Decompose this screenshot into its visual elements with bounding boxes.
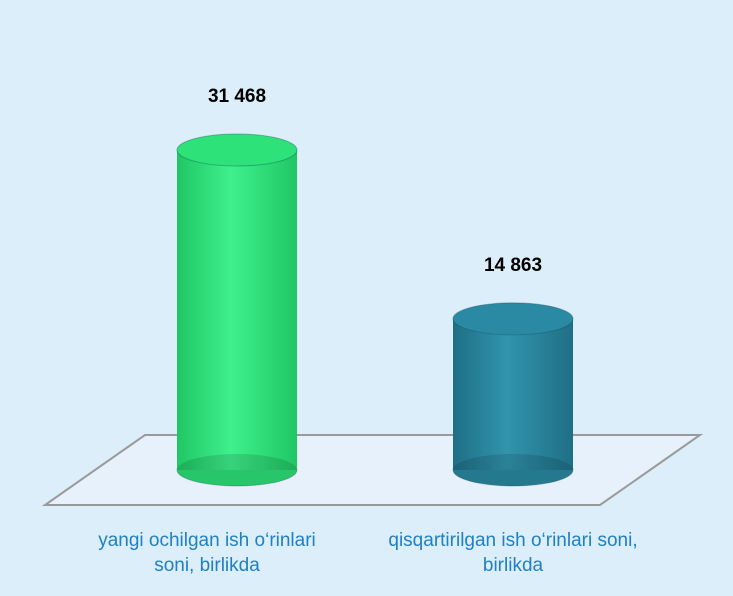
cylinder-top [176, 133, 298, 167]
cylinder-body [177, 150, 297, 470]
value-label: 14 863 [484, 255, 542, 276]
category-label: yangi ochilgan ish o‘rinlari soni, birli… [98, 530, 316, 576]
floor [41, 434, 704, 506]
cylinder-top [452, 302, 574, 336]
cylinder-base-shade [177, 454, 297, 486]
category-label: qisqartirilgan ish o‘rinlari soni, birli… [388, 530, 638, 576]
value-label: 31 468 [208, 86, 266, 107]
cylinder-body [453, 318, 573, 470]
cylinder-base-shade [453, 454, 573, 486]
